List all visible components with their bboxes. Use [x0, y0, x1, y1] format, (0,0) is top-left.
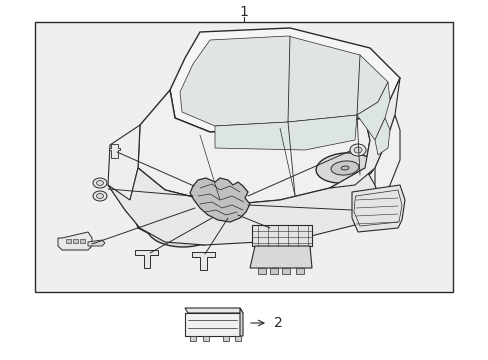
Ellipse shape [96, 180, 103, 185]
Bar [35, 22, 452, 292]
Ellipse shape [93, 178, 107, 188]
Polygon shape [356, 82, 389, 140]
Bar [223, 336, 228, 341]
Polygon shape [374, 118, 389, 155]
Polygon shape [215, 115, 356, 150]
Ellipse shape [93, 191, 107, 201]
Polygon shape [251, 225, 311, 246]
Bar [66, 239, 71, 243]
Polygon shape [138, 90, 369, 205]
Bar [80, 239, 85, 243]
Polygon shape [135, 250, 158, 268]
Polygon shape [108, 125, 140, 228]
Ellipse shape [349, 144, 365, 156]
Polygon shape [58, 232, 92, 250]
Ellipse shape [147, 209, 219, 247]
Polygon shape [329, 78, 399, 188]
Text: 2: 2 [273, 316, 282, 330]
Polygon shape [180, 36, 387, 126]
Text: 1: 1 [239, 5, 248, 19]
Bar [282, 268, 289, 274]
Polygon shape [108, 168, 379, 245]
Polygon shape [249, 246, 311, 268]
Bar [235, 336, 241, 341]
Bar [295, 268, 304, 274]
Polygon shape [184, 308, 243, 313]
Ellipse shape [315, 153, 373, 183]
Polygon shape [170, 28, 399, 132]
Ellipse shape [353, 147, 361, 153]
Polygon shape [88, 240, 105, 246]
Bar [190, 336, 196, 341]
Bar [258, 268, 265, 274]
Polygon shape [240, 308, 243, 336]
Ellipse shape [330, 161, 358, 175]
Bar [269, 268, 278, 274]
Polygon shape [184, 313, 240, 336]
Ellipse shape [178, 225, 187, 230]
Polygon shape [109, 144, 120, 158]
Ellipse shape [340, 166, 348, 170]
Polygon shape [351, 185, 404, 232]
Ellipse shape [165, 219, 200, 237]
Bar [73, 239, 78, 243]
Bar [203, 336, 208, 341]
Polygon shape [190, 178, 249, 222]
Polygon shape [130, 168, 240, 245]
Polygon shape [374, 115, 399, 200]
Polygon shape [192, 252, 215, 270]
Ellipse shape [96, 194, 103, 198]
